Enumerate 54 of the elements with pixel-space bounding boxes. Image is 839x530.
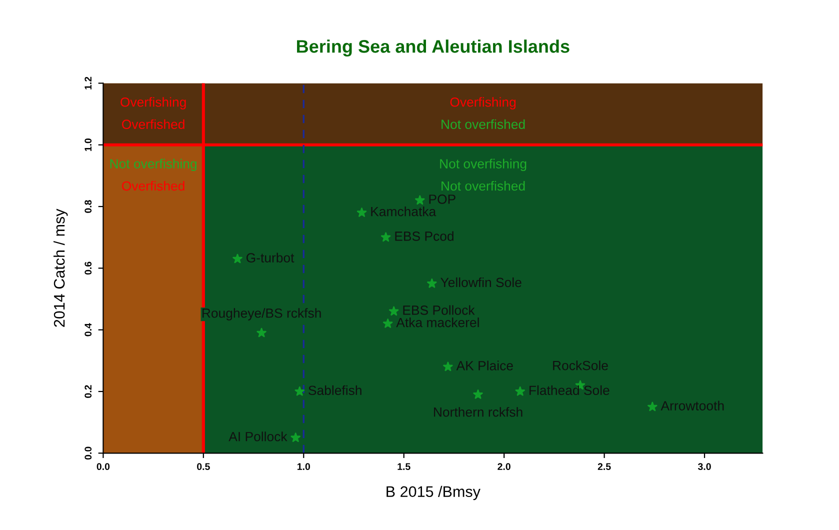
x-tick-label: 1.0 xyxy=(297,463,310,470)
annotation: Not overfishing xyxy=(110,158,196,172)
y-tick-label: 0.2 xyxy=(84,385,92,398)
point xyxy=(294,386,305,396)
annotation: Not overfished xyxy=(442,180,525,191)
x-tick-label: 0.5 xyxy=(197,463,210,470)
annotation: Overfished xyxy=(122,180,184,191)
point xyxy=(380,232,391,242)
point xyxy=(443,362,453,372)
x-tick-label: 2.5 xyxy=(598,463,611,470)
point xyxy=(290,432,300,442)
annotation: RockSole xyxy=(553,360,608,370)
point xyxy=(427,278,437,288)
point xyxy=(415,195,425,205)
x-tick-label: 0.0 xyxy=(96,463,110,470)
annotation: Northern rckfsh xyxy=(434,407,522,417)
x-axis-title: B 2015 /Bmsy xyxy=(386,486,480,500)
annotation: AI Pollock xyxy=(228,432,288,442)
y-tick-label: 0.6 xyxy=(84,262,92,275)
annotation: Yellowfin Sole xyxy=(440,277,522,288)
y-tick-label: 1.0 xyxy=(84,138,92,152)
point xyxy=(388,306,399,316)
x-tick-label: 3.0 xyxy=(698,463,711,470)
x-tick-label: 1.5 xyxy=(398,463,410,470)
annotation: Kamchatka xyxy=(371,206,436,216)
annotation: AK Plaice xyxy=(456,360,513,370)
point xyxy=(356,208,367,217)
y-tick-label: 0.0 xyxy=(84,446,92,460)
annotation: Flathead Sole xyxy=(530,385,610,396)
point xyxy=(648,402,658,412)
annotation: Overfishing xyxy=(120,97,186,110)
annotation: Rougheye/BS rckfsh xyxy=(202,308,321,320)
point xyxy=(232,254,242,264)
point xyxy=(256,328,266,338)
annotation: Arrowtooth xyxy=(660,400,724,410)
y-axis-title: 2014 Catch / msy xyxy=(54,208,68,327)
point xyxy=(473,389,483,399)
annotation: POP xyxy=(429,194,456,204)
annotation: Overfished xyxy=(122,119,184,130)
annotation: Overfishing xyxy=(450,97,516,110)
annotation: G-turbot xyxy=(246,252,294,262)
y-tick-label: 0.8 xyxy=(84,200,92,213)
annotation: EBS Pcod xyxy=(395,231,454,241)
y-tick-label: 0.4 xyxy=(84,323,92,336)
y-tick-label: 1.2 xyxy=(84,76,92,90)
annotation: Sablefish xyxy=(308,385,362,396)
annotation: Atka mackerel xyxy=(396,318,479,328)
point xyxy=(515,386,525,396)
annotation: Not overfished xyxy=(442,119,525,130)
x-tick-label: 2.0 xyxy=(498,463,510,470)
point xyxy=(382,318,393,328)
chart-title: Bering Sea and Aleutian Islands xyxy=(297,40,570,56)
annotation: Not overfishing xyxy=(440,158,526,172)
annotation: EBS Pollock xyxy=(403,305,475,315)
